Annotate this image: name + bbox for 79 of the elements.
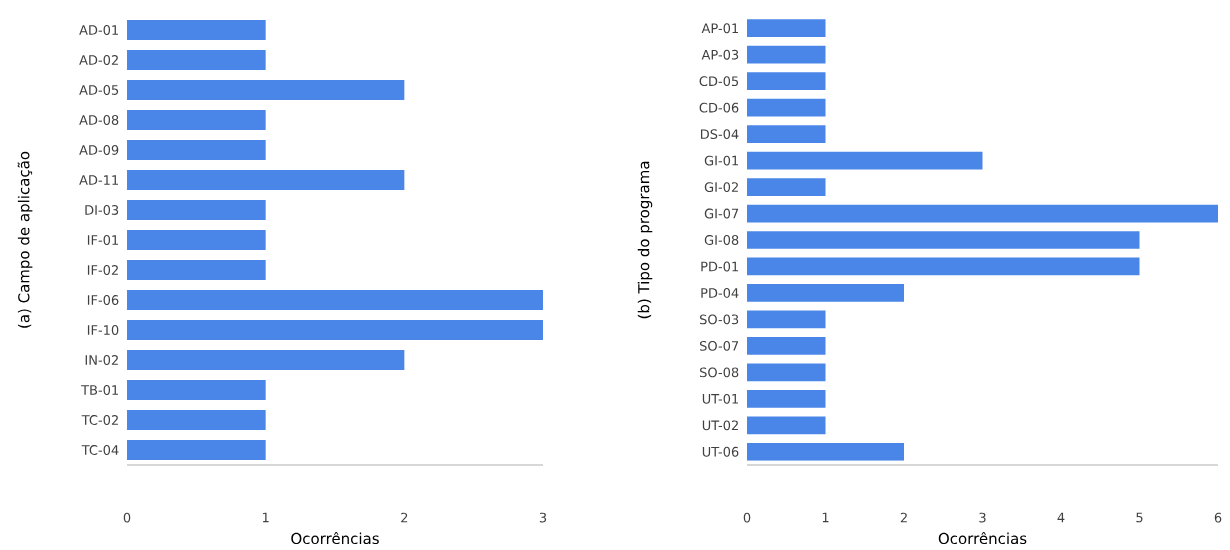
- bar: [127, 199, 266, 221]
- bar: [127, 169, 405, 191]
- y-tick-label: GI-01: [704, 155, 739, 166]
- bar: [127, 139, 266, 161]
- bar: [747, 337, 826, 355]
- y-tick-label: GI-02: [704, 182, 738, 192]
- y-tick-label: SO-03: [699, 314, 739, 325]
- y-tick-label: UT-01: [702, 393, 739, 404]
- x-tick-label: 2: [401, 512, 408, 523]
- bar: [747, 257, 1140, 276]
- y-tick-label: AD-09: [79, 145, 119, 155]
- y-tick-label: SO-07: [699, 340, 739, 351]
- bar: [747, 178, 826, 196]
- y-tick-label: UT-06: [702, 446, 739, 457]
- y-tick-label: AD-11: [79, 175, 118, 185]
- bar: [747, 389, 826, 408]
- bar: [747, 442, 905, 461]
- bar: [747, 19, 826, 38]
- bar: [747, 284, 905, 302]
- y-tick-label: DI-03: [85, 205, 119, 215]
- y-tick-label: CD-05: [699, 76, 739, 87]
- y-tick-label: AD-05: [79, 85, 119, 95]
- x-axis-title: Ocorrências: [938, 531, 1027, 545]
- bar: [747, 310, 826, 329]
- x-tick-label: 0: [123, 512, 131, 523]
- y-tick-label: AP-01: [701, 23, 739, 34]
- bar: [747, 125, 826, 143]
- bar: [127, 79, 405, 101]
- bar: [747, 204, 1218, 223]
- x-tick-label: 4: [1057, 512, 1065, 523]
- y-tick-label: TC-04: [81, 445, 119, 455]
- x-tick-label: 2: [900, 512, 907, 523]
- y-tick-label: UT-02: [702, 420, 738, 431]
- x-tick-label: 5: [1136, 512, 1143, 523]
- bar: [127, 349, 405, 371]
- y-tick-label: SO-08: [699, 367, 739, 378]
- x-tick-label: 0: [743, 512, 751, 523]
- y-tick-label: AD-08: [79, 115, 119, 125]
- bar: [747, 416, 826, 435]
- y-tick-label: IF-06: [87, 295, 119, 305]
- y-tick-label: AP-03: [701, 49, 739, 60]
- y-tick-label: IF-10: [87, 325, 119, 335]
- bar: [127, 319, 543, 341]
- y-tick-label: IF-02: [87, 265, 118, 275]
- x-tick-label: 1: [262, 512, 269, 523]
- bar: [127, 379, 266, 401]
- y-tick-label: TC-02: [81, 415, 118, 425]
- y-tick-label: AD-01: [79, 25, 118, 35]
- bar: [127, 409, 266, 431]
- y-tick-label: PD-04: [701, 288, 739, 298]
- y-tick-label: PD-01: [701, 261, 739, 272]
- y-tick-label: AD-02: [79, 55, 118, 65]
- y-tick-label: TB-01: [81, 385, 119, 395]
- x-axis-title: Ocorrências: [291, 531, 379, 545]
- y-axis-title: (a) Campo de aplicação: [17, 151, 33, 328]
- x-tick-label: 6: [1214, 512, 1222, 523]
- bar: [127, 19, 266, 41]
- bar: [127, 289, 543, 311]
- bar: [127, 229, 266, 251]
- bar: [127, 109, 266, 131]
- bar: [747, 45, 826, 64]
- bar: [747, 231, 1140, 249]
- bar: [127, 259, 266, 281]
- x-tick-label: 3: [979, 512, 986, 523]
- y-tick-label: CD-06: [699, 102, 739, 113]
- bar: [127, 49, 266, 71]
- y-axis-title: (b) Tipo do programa: [637, 161, 653, 319]
- bar: [747, 98, 826, 117]
- y-tick-label: DS-04: [700, 129, 739, 140]
- x-tick-label: 1: [822, 512, 829, 523]
- bar: [747, 72, 826, 91]
- y-tick-label: IN-02: [85, 355, 118, 365]
- x-tick-label: 3: [539, 512, 547, 523]
- y-tick-label: GI-07: [704, 208, 739, 219]
- bar: [747, 363, 826, 382]
- bar: [747, 151, 983, 170]
- bar: [127, 439, 266, 461]
- y-tick-label: GI-08: [704, 235, 739, 245]
- y-tick-label: IF-01: [87, 235, 118, 245]
